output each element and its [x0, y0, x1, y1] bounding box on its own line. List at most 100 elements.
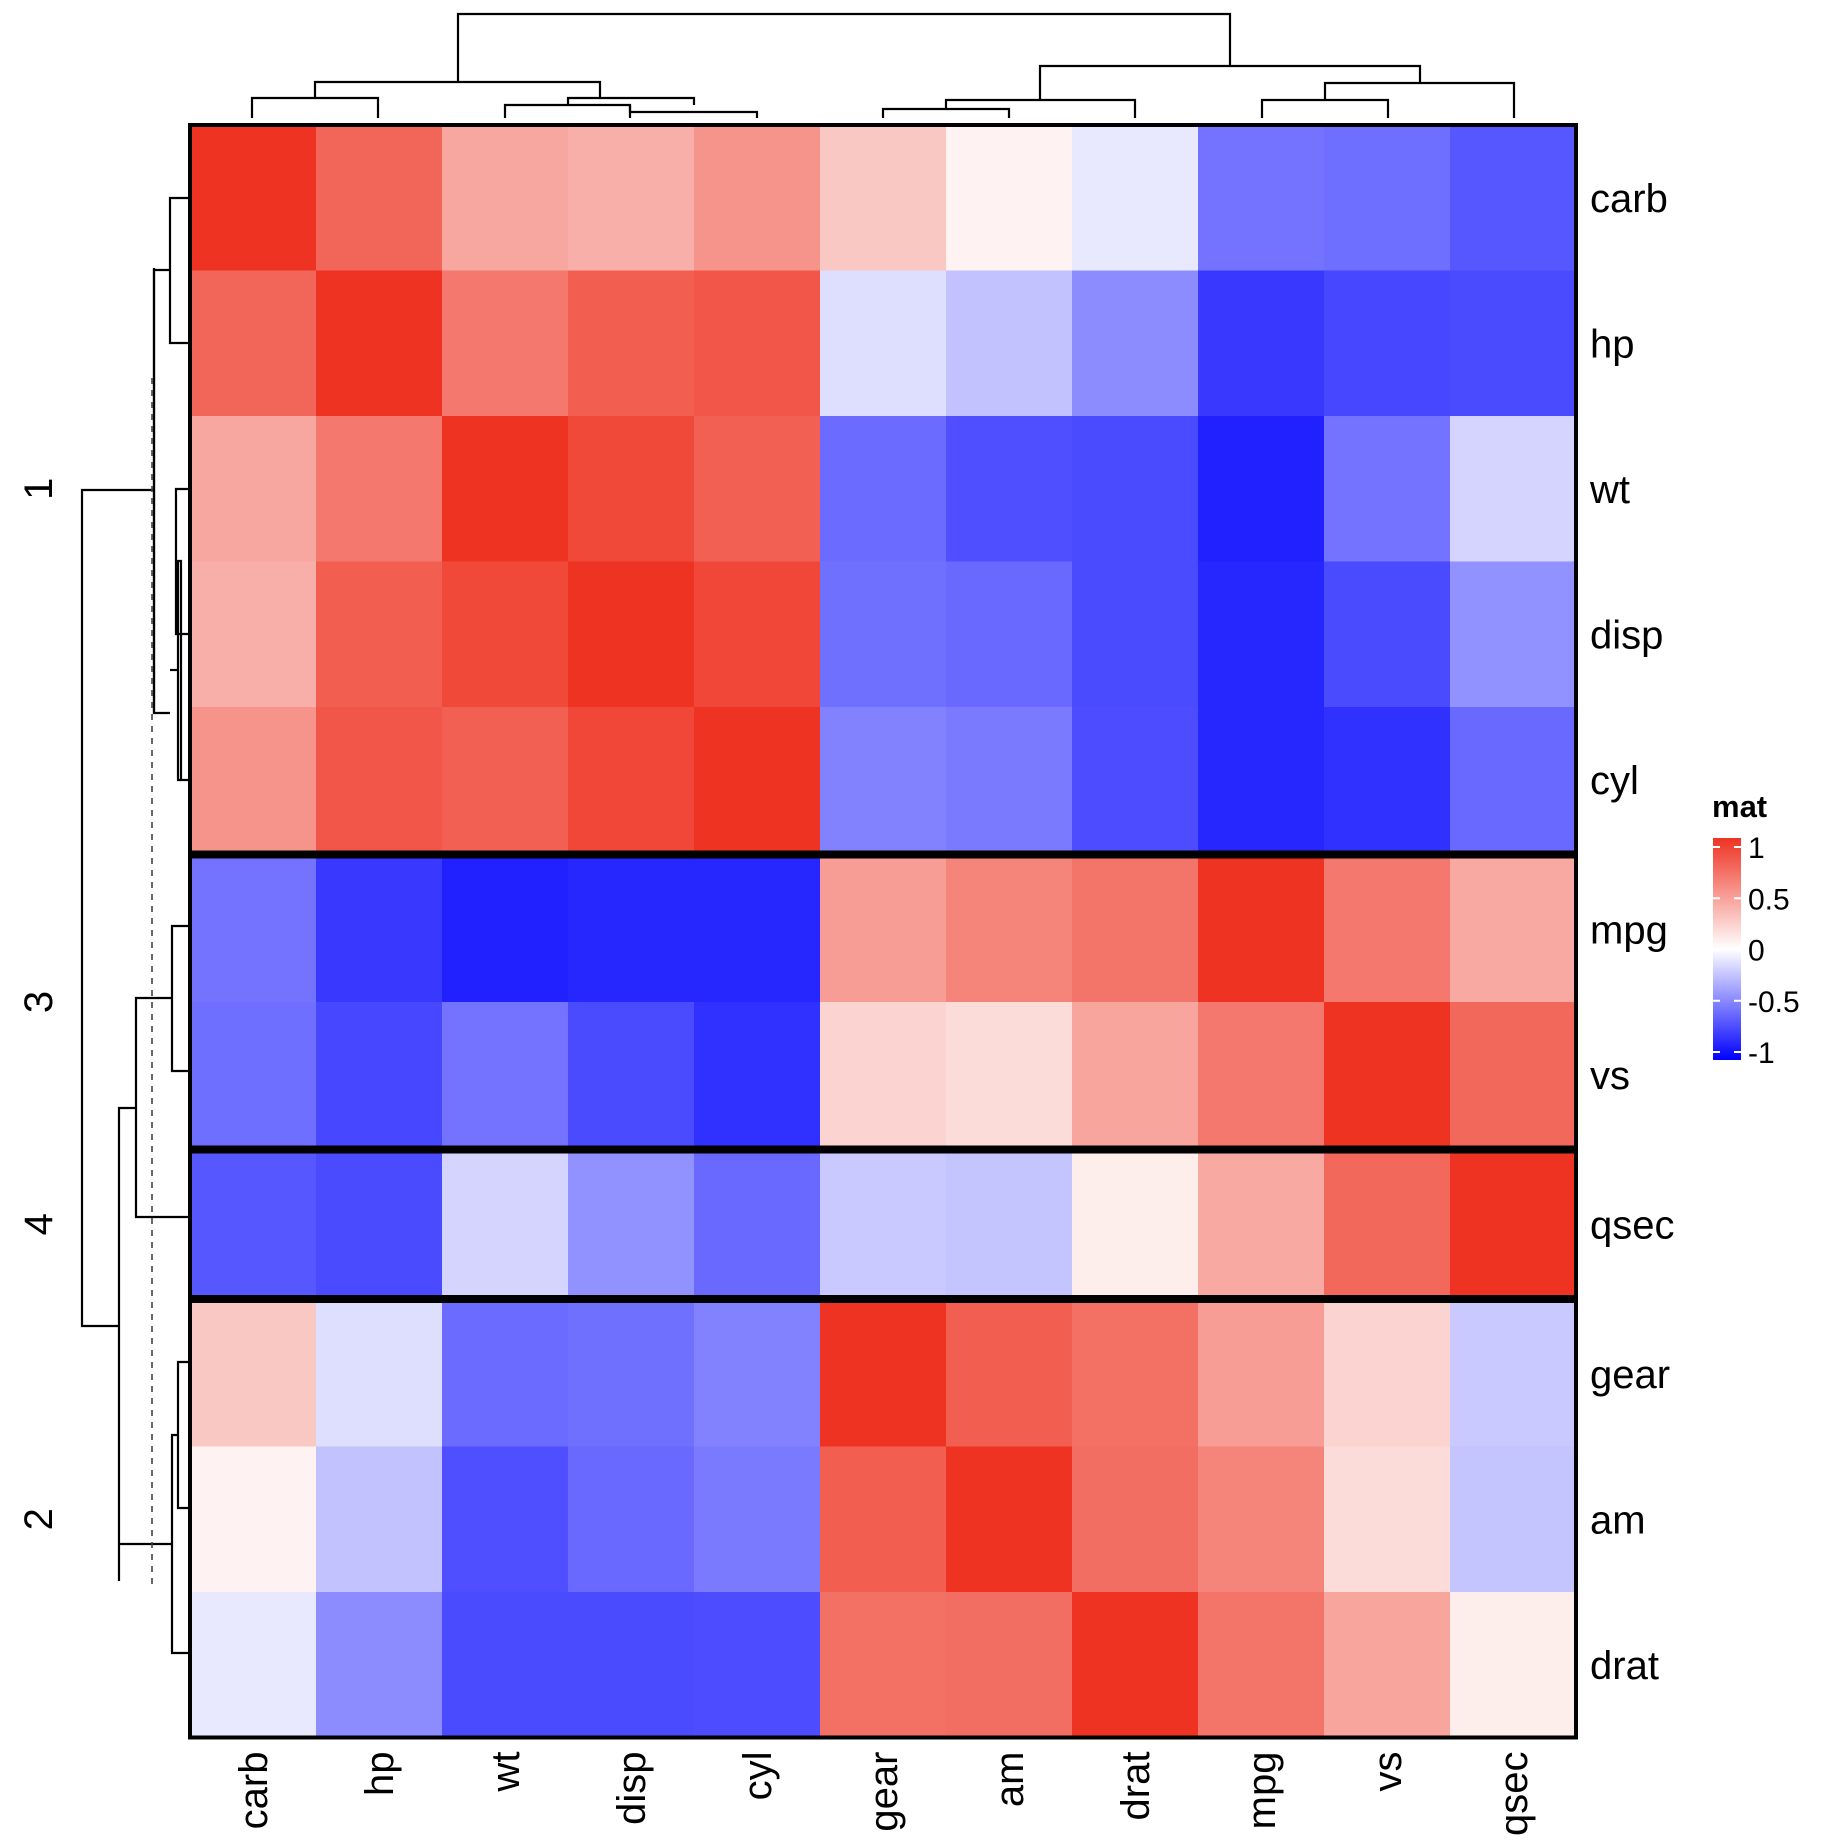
legend-tick-label: 1	[1748, 832, 1765, 865]
heatmap-cell	[1450, 707, 1577, 853]
heatmap-cell	[1198, 856, 1325, 1003]
heatmap-cell	[820, 1592, 947, 1738]
heatmap-cell	[1450, 1151, 1577, 1298]
row-label: drat	[1590, 1644, 1659, 1688]
heatmap-cell	[316, 1592, 443, 1738]
heatmap-cell	[694, 416, 821, 562]
column-label: wt	[484, 1752, 528, 1793]
row-label: mpg	[1590, 908, 1668, 952]
heatmap-cell	[820, 270, 947, 417]
heatmap-cell	[1450, 1446, 1577, 1593]
heatmap-cell	[946, 416, 1073, 562]
heatmap-cell	[1450, 1592, 1577, 1738]
heatmap-cell	[568, 270, 695, 417]
heatmap-cell	[1072, 1446, 1199, 1593]
row-group-border	[188, 123, 1578, 855]
heatmap-cells	[190, 125, 1577, 1738]
heatmap-cell	[1324, 1002, 1451, 1148]
row-group-label: 3	[17, 991, 61, 1013]
heatmap-cell	[1072, 561, 1199, 708]
heatmap-cell	[1198, 1301, 1325, 1447]
heatmap-cell	[694, 1002, 821, 1148]
heatmap-cell	[442, 707, 569, 853]
heatmap-cell	[1324, 1151, 1451, 1298]
heatmap-cell	[1450, 561, 1577, 708]
heatmap-cell	[946, 1592, 1073, 1738]
heatmap-cell	[442, 1592, 569, 1738]
row-label: wt	[1589, 468, 1630, 512]
heatmap-cell	[694, 125, 821, 271]
heatmap-cell	[1450, 1301, 1577, 1447]
heatmap-cell	[568, 1301, 695, 1447]
heatmap-cell	[442, 416, 569, 562]
heatmap-cell	[820, 707, 947, 853]
heatmap-cell	[820, 856, 947, 1003]
row-label: hp	[1590, 322, 1635, 366]
heatmap-cell	[316, 1151, 443, 1298]
heatmap-cell	[1072, 707, 1199, 853]
heatmap-cell	[694, 1301, 821, 1447]
heatmap-cell	[568, 1002, 695, 1148]
heatmap-cell	[1198, 1446, 1325, 1593]
heatmap-cell	[946, 125, 1073, 271]
heatmap-cell	[190, 856, 317, 1003]
row-group-label: 4	[17, 1213, 61, 1235]
column-label: qsec	[1492, 1752, 1536, 1837]
heatmap-cell	[568, 1592, 695, 1738]
heatmap-cell	[1198, 1151, 1325, 1298]
column-label: gear	[862, 1752, 906, 1832]
row-label: qsec	[1590, 1203, 1675, 1247]
heatmap-cell	[190, 1151, 317, 1298]
heatmap-cell	[1324, 1592, 1451, 1738]
heatmap-cell	[694, 707, 821, 853]
heatmap-cell	[694, 1151, 821, 1298]
heatmap-cell	[190, 1446, 317, 1593]
heatmap-cell	[442, 856, 569, 1003]
heatmap-cell	[1198, 1002, 1325, 1148]
heatmap-cell	[1324, 125, 1451, 271]
heatmap-cell	[946, 707, 1073, 853]
legend-ticks: 1 0.5 0 -0.5 -1	[1713, 832, 1800, 1070]
heatmap-cell	[190, 707, 317, 853]
column-labels: carb hp wt disp cyl gear am drat mpg vs qsec	[232, 1752, 1536, 1837]
heatmap-cell	[568, 856, 695, 1003]
row-group-border	[188, 1149, 1578, 1299]
heatmap-cell	[190, 270, 317, 417]
heatmap-cell	[1324, 416, 1451, 562]
heatmap-cell	[316, 416, 443, 562]
heatmap-cell	[946, 1301, 1073, 1447]
heatmap-cell	[190, 1592, 317, 1738]
row-group-label: 2	[17, 1508, 61, 1530]
heatmap-cell	[442, 125, 569, 271]
legend-tick-label: -0.5	[1748, 986, 1800, 1019]
heatmap-cell	[1198, 1592, 1325, 1738]
column-label: disp	[610, 1752, 654, 1825]
row-label: am	[1590, 1498, 1646, 1542]
heatmap-cell	[1198, 270, 1325, 417]
row-group-labels: 1 3 4 2	[17, 478, 61, 1531]
heatmap-cell	[316, 1002, 443, 1148]
heatmap-cell	[442, 1151, 569, 1298]
legend-tick-label: 0.5	[1748, 883, 1790, 916]
heatmap-cell	[190, 561, 317, 708]
row-label: vs	[1590, 1054, 1630, 1098]
heatmap-cell	[1198, 561, 1325, 708]
heatmap-cell	[694, 1592, 821, 1738]
heatmap-cell	[568, 707, 695, 853]
heatmap-cell	[442, 1002, 569, 1148]
heatmap-cell	[1198, 416, 1325, 562]
heatmap-cell	[568, 1151, 695, 1298]
heatmap-cell	[442, 1446, 569, 1593]
row-group-label: 1	[17, 478, 61, 500]
heatmap-cell	[946, 1151, 1073, 1298]
heatmap-cell	[568, 1446, 695, 1593]
heatmap-cell	[1450, 125, 1577, 271]
heatmap-cell	[820, 1301, 947, 1447]
heatmap-cell	[820, 1151, 947, 1298]
legend-tick-label: -1	[1748, 1037, 1775, 1070]
column-label: drat	[1114, 1752, 1158, 1821]
heatmap-cell	[316, 707, 443, 853]
heatmap-cell	[694, 270, 821, 417]
heatmap-cell	[316, 856, 443, 1003]
